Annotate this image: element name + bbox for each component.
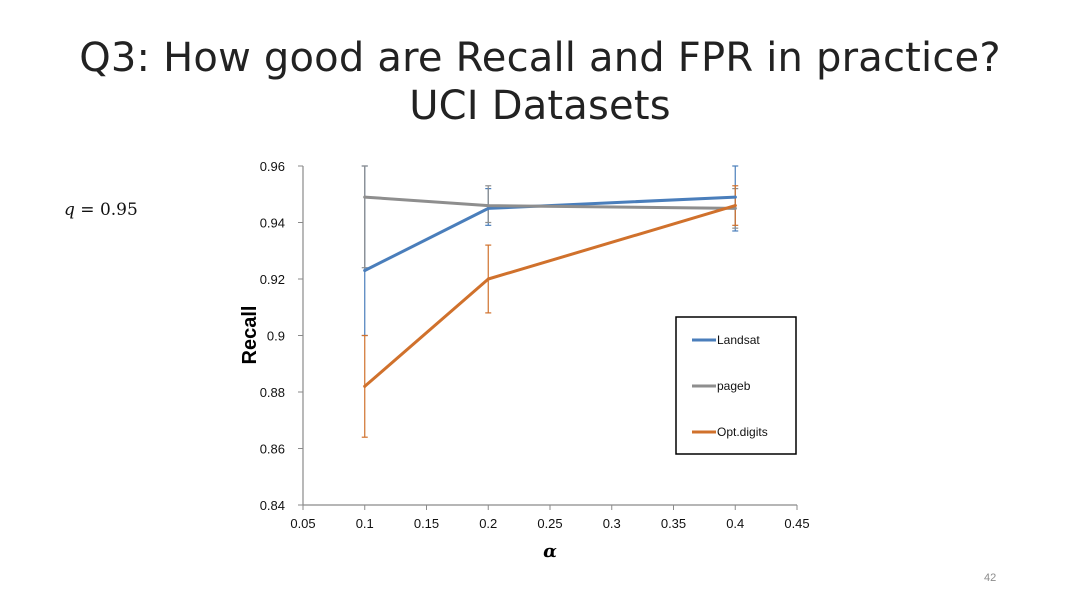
pageb-data-point [363,195,367,199]
title-line-2: UCI Datasets [409,83,671,129]
y-tick-label: 0.94 [260,216,285,231]
y-axis-label: Recall [239,306,261,365]
landsat-data-point [486,206,490,210]
slide-title: Q3: How good are Recall and FPR in pract… [0,34,1080,130]
opt-digits-data-point [733,204,737,208]
x-tick-label: 0.35 [661,516,686,531]
parameter-value: = 0.95 [74,200,138,220]
pageb-data-point [733,206,737,210]
chart-legend: Landsat pageb Opt.digits [675,316,797,455]
opt-digits-data-point [486,277,490,281]
x-tick-label: 0.05 [290,516,315,531]
parameter-symbol: q [64,200,75,220]
x-axis-label: α [543,541,557,562]
series-lines [363,195,737,388]
y-tick-label: 0.86 [260,442,285,457]
chart-axes [298,165,798,510]
opt-digits-legend-label: Opt.digits [717,425,768,439]
pageb-data-point [486,204,490,208]
x-tick-label: 0.15 [414,516,439,531]
y-tick-labels: 0.84 0.86 0.88 0.9 0.92 0.94 0.96 [260,159,285,513]
y-tick-label: 0.96 [260,159,285,174]
y-tick-label: 0.9 [267,329,285,344]
y-tick-label: 0.88 [260,385,285,400]
y-tick-label: 0.84 [260,498,285,513]
x-tick-label: 0.4 [726,516,744,531]
x-tick-label: 0.25 [537,516,562,531]
landsat-legend-label: Landsat [717,333,760,347]
parameter-label: q = 0.95 [64,200,138,220]
y-tick-label: 0.92 [260,272,285,287]
opt-digits-data-point [363,384,367,388]
x-tick-label: 0.2 [479,516,497,531]
x-tick-labels: 0.05 0.1 0.15 0.2 0.25 0.3 0.35 0.4 0.45 [290,516,809,531]
title-line-1: Q3: How good are Recall and FPR in pract… [79,35,1001,81]
landsat-data-point [363,269,367,273]
x-tick-label: 0.3 [603,516,621,531]
x-tick-label: 0.1 [356,516,374,531]
x-tick-label: 0.45 [784,516,809,531]
pageb-legend-label: pageb [717,379,751,393]
landsat-data-point [733,195,737,199]
page-number: 42 [984,572,997,584]
